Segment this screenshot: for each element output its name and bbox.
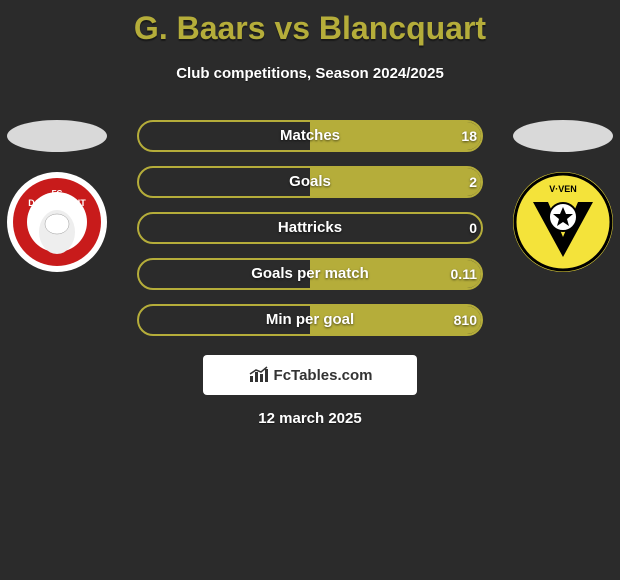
brand-text: FcTables.com xyxy=(274,367,373,384)
subtitle: Club competitions, Season 2024/2025 xyxy=(0,65,620,82)
date-text: 12 march 2025 xyxy=(0,410,620,427)
chart-icon xyxy=(248,366,270,384)
stats-container: Matches 18 Goals 2 Hattricks 0 Goals per… xyxy=(0,120,620,350)
stat-value-right: 0.11 xyxy=(437,260,477,288)
stat-label: Goals xyxy=(139,168,481,196)
stat-value-right: 0 xyxy=(437,214,477,242)
stat-row-min-per-goal: Min per goal 810 xyxy=(137,304,483,336)
stat-value-right: 810 xyxy=(437,306,477,334)
stat-value-right: 2 xyxy=(437,168,477,196)
stat-row-goals: Goals 2 xyxy=(137,166,483,198)
stat-value-right: 18 xyxy=(437,122,477,150)
stat-label: Matches xyxy=(139,122,481,150)
stat-row-matches: Matches 18 xyxy=(137,120,483,152)
stat-label: Hattricks xyxy=(139,214,481,242)
stat-label: Min per goal xyxy=(139,306,481,334)
stat-label: Goals per match xyxy=(139,260,481,288)
page-title: G. Baars vs Blancquart xyxy=(0,0,620,47)
stat-row-goals-per-match: Goals per match 0.11 xyxy=(137,258,483,290)
brand-box[interactable]: FcTables.com xyxy=(203,355,417,395)
stat-row-hattricks: Hattricks 0 xyxy=(137,212,483,244)
